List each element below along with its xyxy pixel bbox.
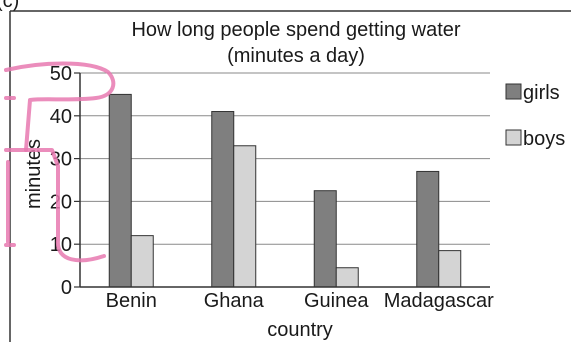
bar-girls-ghana bbox=[211, 111, 235, 288]
legend-label-girls: girls bbox=[523, 82, 560, 104]
bar-boys-benin bbox=[130, 235, 154, 288]
y-tick-label-10: 10 bbox=[50, 234, 72, 256]
legend: girls boys bbox=[505, 82, 565, 150]
y-tick-label-50: 50 bbox=[50, 63, 72, 85]
x-tick-label-madagascar: Madagascar bbox=[384, 290, 494, 312]
x-tick-label-ghana: Ghana bbox=[204, 290, 265, 312]
bar-boys-ghana bbox=[233, 145, 257, 288]
pink-annotation-lower bbox=[4, 148, 106, 263]
bar-boys-madagascar bbox=[438, 250, 462, 288]
bar-boys-guinea bbox=[335, 267, 359, 288]
x-axis-label: country bbox=[267, 319, 333, 341]
bar-girls-guinea bbox=[313, 190, 337, 288]
pink-annotation-marks bbox=[4, 61, 116, 263]
x-tick-label-guinea: Guinea bbox=[304, 290, 369, 312]
bar-girls-madagascar bbox=[416, 170, 440, 288]
legend-swatch-girls bbox=[505, 83, 522, 100]
y-tick-label-40: 40 bbox=[50, 106, 72, 128]
legend-swatch-boys bbox=[505, 129, 522, 146]
bars bbox=[108, 93, 462, 288]
y-axis-label: minutes bbox=[23, 139, 45, 209]
y-tick-label-0: 0 bbox=[61, 277, 72, 299]
pink-annotation-left bbox=[4, 96, 16, 247]
y-tick-label-20: 20 bbox=[50, 191, 72, 213]
x-tick-label-benin: Benin bbox=[106, 290, 157, 312]
legend-label-boys: boys bbox=[523, 128, 565, 150]
corner-label: (c) bbox=[0, 0, 19, 12]
pink-annotation-upper bbox=[4, 61, 116, 152]
bar-girls-benin bbox=[108, 93, 132, 288]
chart-title-line-2: (minutes a day) bbox=[227, 45, 365, 67]
chart-title-line-1: How long people spend getting water bbox=[131, 19, 460, 41]
